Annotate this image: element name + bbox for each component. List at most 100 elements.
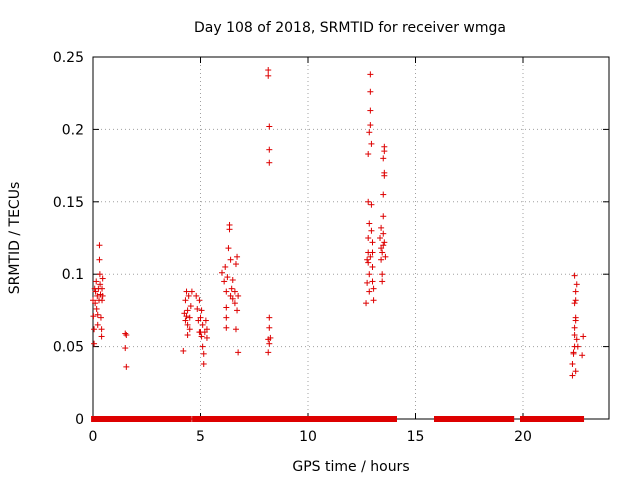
- data-point: [202, 317, 209, 324]
- data-point: [225, 245, 232, 252]
- data-point: [378, 224, 385, 231]
- data-point: [366, 271, 373, 278]
- data-point: [572, 297, 579, 304]
- data-point: [94, 321, 101, 328]
- data-point: [266, 123, 273, 130]
- data-point: [364, 279, 371, 286]
- data-point: [193, 292, 200, 299]
- data-point: [200, 360, 207, 367]
- data-point: [203, 326, 210, 333]
- data-point: [370, 285, 377, 292]
- data-point: [380, 155, 387, 162]
- grid-lines: [93, 57, 609, 419]
- data-point: [229, 295, 236, 302]
- data-point: [379, 271, 386, 278]
- y-tick-label: 0.15: [53, 195, 84, 211]
- data-point: [266, 324, 273, 331]
- data-point: [182, 297, 189, 304]
- data-point: [97, 281, 104, 288]
- data-point: [234, 253, 241, 260]
- data-point: [573, 281, 580, 288]
- data-point: [219, 269, 225, 276]
- data-point: [184, 332, 191, 339]
- data-point: [573, 336, 580, 343]
- data-point: [571, 300, 578, 307]
- data-point: [366, 220, 373, 227]
- data-point: [99, 292, 106, 299]
- data-point: [571, 272, 578, 279]
- data-point: [379, 278, 386, 285]
- data-point: [381, 172, 388, 179]
- data-point: [221, 278, 228, 285]
- data-point: [222, 263, 229, 270]
- axis-ticks: [92, 56, 609, 420]
- data-point: [572, 368, 579, 375]
- data-point: [366, 288, 373, 295]
- data-point: [91, 340, 98, 347]
- data-point: [196, 297, 203, 304]
- data-point: [580, 333, 587, 340]
- data-point: [91, 326, 98, 333]
- data-point: [367, 122, 374, 129]
- data-point: [265, 349, 272, 356]
- data-point: [223, 288, 230, 295]
- data-point: [235, 292, 242, 299]
- data-point: [364, 256, 371, 263]
- data-point: [228, 285, 235, 292]
- data-point: [203, 334, 210, 341]
- zero-value-markers: [91, 416, 585, 422]
- data-point: [185, 292, 192, 299]
- data-point: [365, 235, 372, 241]
- data-point: [234, 307, 241, 314]
- x-tick-label: 5: [196, 429, 205, 445]
- zero-marker-band: [434, 416, 515, 422]
- data-point: [266, 340, 273, 347]
- data-point: [224, 274, 231, 281]
- x-tick-label: 15: [407, 429, 425, 445]
- data-point: [377, 235, 384, 241]
- zero-marker-band: [91, 416, 192, 422]
- data-point: [370, 297, 377, 304]
- data-point: [93, 278, 100, 285]
- data-point: [184, 321, 191, 328]
- zero-marker-band: [367, 416, 384, 422]
- data-point: [94, 311, 101, 318]
- data-point: [97, 314, 104, 321]
- data-point: [365, 259, 372, 266]
- zero-marker-band: [380, 416, 397, 422]
- data-point: [232, 261, 239, 268]
- data-point: [229, 276, 236, 283]
- x-tick-label: 0: [89, 429, 98, 445]
- zero-marker-band: [220, 416, 237, 422]
- data-point: [367, 88, 374, 95]
- data-point: [266, 146, 273, 153]
- zero-marker-band: [520, 416, 577, 422]
- data-point: [266, 159, 273, 166]
- data-point: [380, 213, 387, 220]
- data-point: [369, 263, 376, 270]
- data-point: [232, 326, 239, 333]
- data-point: [93, 305, 100, 312]
- data-point: [183, 313, 190, 320]
- data-point: [186, 326, 193, 333]
- data-point: [569, 360, 576, 367]
- data-point: [369, 239, 376, 246]
- data-point: [223, 314, 230, 321]
- data-point: [369, 249, 376, 256]
- data-point: [368, 201, 375, 208]
- data-point: [367, 71, 374, 78]
- data-point: [182, 317, 189, 324]
- data-point: [368, 140, 375, 147]
- data-point: [571, 324, 578, 331]
- data-point: [363, 300, 370, 307]
- x-axis-label: GPS time / hours: [292, 459, 409, 475]
- data-point: [572, 288, 579, 295]
- y-tick-label: 0.2: [62, 122, 84, 138]
- data-point: [199, 321, 206, 328]
- chart-title: Day 108 of 2018, SRMTID for receiver wmg…: [194, 20, 506, 36]
- data-point: [227, 256, 234, 263]
- data-point: [572, 314, 579, 321]
- data-point: [99, 285, 106, 292]
- data-point: [199, 343, 206, 350]
